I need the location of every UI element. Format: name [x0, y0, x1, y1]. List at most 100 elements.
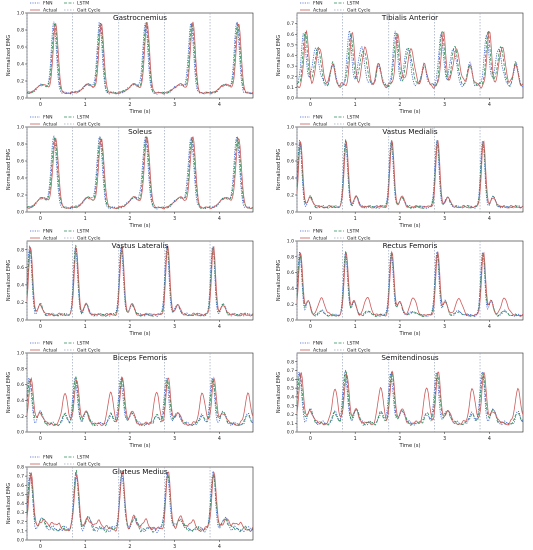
y-tick-label: 0.0 — [287, 96, 294, 102]
y-tick-label: 0.6 — [17, 382, 24, 388]
legend: FNN LSTM Actual Gait Cycle — [30, 115, 101, 128]
legend-label: Actual — [43, 122, 57, 128]
x-tick-label: 3 — [173, 436, 176, 442]
x-tick-label: 4 — [218, 324, 221, 330]
legend-label: Gait Cycle — [77, 122, 101, 128]
chart-panel-7: 0 1 2 3 4 0.0 0.2 0.4 0.6 0.8 1.0 Time (s) Normalize… — [6, 341, 254, 449]
chart-panel-6: 0 1 2 3 4 0.0 0.2 0.4 0.6 0.8 1.0 Time (s) Normalize… — [276, 229, 524, 337]
legend-label: LSTM — [347, 229, 359, 235]
legend-label: Actual — [43, 8, 57, 14]
y-tick-label: 0.4 — [17, 176, 24, 182]
y-tick-label: 0.7 — [17, 474, 24, 480]
x-axis-label: Time (s) — [128, 331, 150, 337]
fnn-line — [296, 370, 524, 426]
x-tick-label: 4 — [488, 216, 491, 222]
legend-label: FNN — [43, 455, 53, 461]
y-tick-label: 1.0 — [17, 351, 24, 357]
chart-title: Gluteus Medius — [112, 467, 168, 476]
plot-frame — [26, 466, 254, 541]
legend-label: FNN — [43, 229, 53, 235]
x-tick-label: 0 — [309, 216, 312, 222]
legend-label: Gait Cycle — [347, 348, 371, 354]
legend-label: LSTM — [77, 341, 89, 347]
y-tick-label: 0.8 — [17, 28, 24, 34]
y-axis-label: Normalized EMG — [6, 149, 12, 190]
x-axis-label: Time (s) — [128, 443, 150, 449]
legend-label: FNN — [43, 341, 53, 347]
y-axis-label: Normalized EMG — [6, 260, 12, 301]
chart-title: Tibialis Anterior — [381, 13, 438, 22]
y-tick-label: 0.6 — [287, 32, 294, 38]
y-axis-label: Normalized EMG — [276, 372, 282, 413]
y-tick-label: 0.6 — [17, 45, 24, 51]
y-tick-label: 0.8 — [17, 247, 24, 253]
x-tick-label: 1 — [84, 102, 87, 108]
y-axis-label: Normalized EMG — [6, 372, 12, 413]
x-tick-label: 2 — [128, 216, 131, 222]
lstm-line — [26, 469, 254, 533]
legend: FNN LSTM Actual Gait Cycle — [300, 229, 371, 242]
y-tick-label: 0.5 — [287, 386, 294, 392]
lstm-line — [26, 376, 254, 427]
x-tick-label: 1 — [84, 436, 87, 442]
y-tick-label: 0.2 — [17, 79, 24, 85]
actual-line — [296, 370, 524, 426]
plot-frame — [296, 126, 524, 213]
legend: FNN LSTM Actual Gait Cycle — [30, 455, 101, 468]
actual-line — [296, 140, 524, 209]
legend-label: Gait Cycle — [347, 8, 371, 14]
y-tick-label: 0.3 — [17, 510, 24, 516]
chart-title: Semitendinosus — [381, 353, 439, 362]
y-tick-label: 0.5 — [287, 42, 294, 48]
y-tick-label: 0.4 — [17, 282, 24, 288]
y-tick-label: 0.8 — [17, 366, 24, 372]
y-tick-label: 0.2 — [287, 302, 294, 308]
y-tick-label: 1.0 — [287, 125, 294, 131]
y-tick-label: 0.8 — [287, 359, 294, 365]
y-tick-label: 0.4 — [17, 501, 24, 507]
y-tick-label: 0.3 — [287, 64, 294, 70]
y-tick-label: 0.4 — [287, 53, 294, 59]
chart-title: Biceps Femoris — [113, 353, 167, 362]
actual-line — [26, 21, 254, 95]
fnn-line — [296, 139, 524, 209]
x-tick-label: 0 — [309, 436, 312, 442]
x-tick-label: 4 — [488, 102, 491, 108]
y-tick-label: 0.5 — [17, 492, 24, 498]
x-tick-label: 2 — [128, 436, 131, 442]
legend-label: Actual — [43, 348, 57, 354]
y-axis-label: Normalized EMG — [276, 149, 282, 190]
y-tick-label: 1.0 — [17, 11, 24, 17]
y-tick-label: 0.6 — [17, 159, 24, 165]
lstm-line — [296, 139, 524, 209]
legend-label: LSTM — [77, 455, 89, 461]
legend-label: Actual — [43, 462, 57, 468]
y-tick-label: 0.0 — [287, 430, 294, 436]
legend-label: FNN — [43, 1, 53, 7]
legend-label: Actual — [313, 348, 327, 354]
y-tick-label: 0.1 — [287, 421, 294, 427]
y-tick-label: 0.0 — [17, 318, 24, 324]
actual-line — [26, 245, 254, 317]
legend-label: Gait Cycle — [77, 8, 101, 14]
chart-panel-2: 0 1 2 3 4 0.0 0.1 0.2 0.3 0.4 0.5 0.6 0.7 Time (s) Nor… — [276, 1, 524, 115]
actual-line — [26, 136, 254, 210]
x-tick-label: 1 — [354, 216, 357, 222]
y-tick-label: 0.4 — [287, 394, 294, 400]
legend: FNN LSTM Actual Gait Cycle — [30, 1, 101, 14]
actual-line — [296, 29, 524, 89]
x-tick-label: 2 — [128, 324, 131, 330]
legend-label: FNN — [43, 115, 53, 121]
legend-label: LSTM — [347, 341, 359, 347]
x-tick-label: 0 — [39, 544, 42, 550]
x-tick-label: 1 — [84, 216, 87, 222]
y-tick-label: 0.2 — [287, 412, 294, 418]
lstm-line — [26, 244, 254, 317]
x-axis-label: Time (s) — [128, 109, 150, 115]
x-tick-label: 3 — [173, 544, 176, 550]
y-tick-label: 0.8 — [17, 465, 24, 471]
x-tick-label: 3 — [443, 102, 446, 108]
x-tick-label: 1 — [84, 544, 87, 550]
lstm-line — [26, 21, 254, 95]
y-tick-label: 0.4 — [287, 286, 294, 292]
